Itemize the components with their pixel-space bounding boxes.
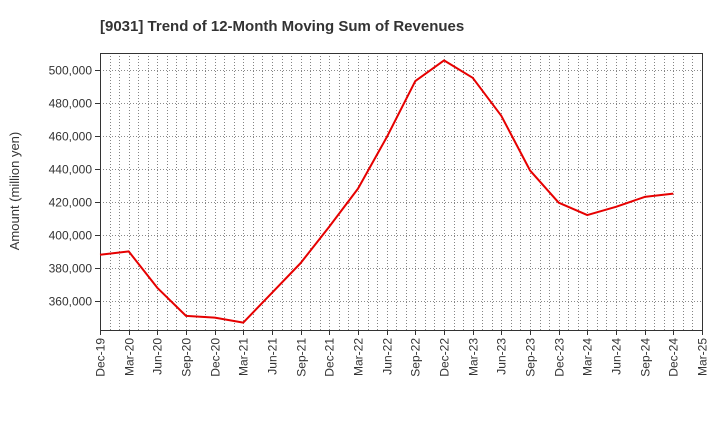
y-tick-label: 380,000 (49, 262, 93, 276)
series-line (99, 59, 674, 324)
x-tick-label: Dec-22 (438, 338, 452, 377)
x-tick-label: Sep-24 (639, 338, 653, 377)
x-tick-label: Mar-25 (696, 338, 710, 376)
x-tick-label: Dec-23 (553, 338, 567, 377)
x-tick-label: Mar-23 (467, 338, 481, 376)
x-tick-label: Dec-21 (323, 338, 337, 377)
x-tick-label: Mar-20 (123, 338, 137, 376)
x-tick-label: Jun-23 (495, 338, 509, 375)
x-tick-label: Sep-21 (295, 338, 309, 377)
x-tick-label: Dec-20 (209, 338, 223, 377)
plot-area-frame (100, 53, 703, 331)
x-axis: Dec-19 Mar-20 Jun-20 Sep-20 Dec-20 Mar-21 Jun-… (94, 330, 710, 377)
y-tick-label: 420,000 (49, 196, 93, 210)
grid (100, 53, 702, 330)
x-tick-label: Sep-22 (409, 338, 423, 377)
x-tick-label: Mar-21 (237, 338, 251, 376)
x-tick-label: Jun-24 (610, 338, 624, 375)
y-tick-label: 360,000 (49, 295, 93, 309)
y-axis-title: Amount (million yen) (7, 132, 22, 251)
y-tick-label: 400,000 (49, 229, 93, 243)
x-tick-label: Sep-23 (524, 338, 538, 377)
y-tick-label: 460,000 (49, 130, 93, 144)
x-tick-label: Sep-20 (180, 338, 194, 377)
y-axis: 360,000 380,000 400,000 420,000 440,000 460,0… (49, 64, 100, 309)
x-tick-label: Mar-22 (352, 338, 366, 376)
x-tick-label: Jun-22 (381, 338, 395, 375)
x-tick-label: Dec-19 (94, 338, 108, 377)
y-tick-label: 500,000 (49, 64, 93, 78)
y-tick-label: 440,000 (49, 163, 93, 177)
x-tick-label: Jun-20 (151, 338, 165, 375)
x-tick-label: Dec-24 (667, 338, 681, 377)
x-tick-label: Mar-24 (581, 338, 595, 376)
series (99, 59, 674, 324)
chart-title: [9031] Trend of 12-Month Moving Sum of R… (100, 18, 464, 35)
y-tick-label: 480,000 (49, 97, 93, 111)
x-tick-label: Jun-21 (266, 338, 280, 375)
